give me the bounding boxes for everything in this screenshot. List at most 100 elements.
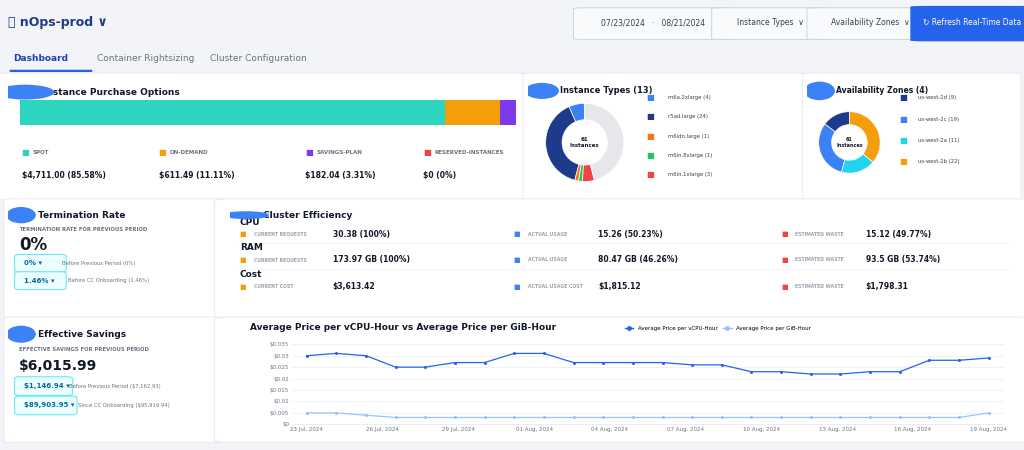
Text: us-west-2d (9): us-west-2d (9) [919, 95, 956, 100]
Text: Since CC Onboarding ($95,919.94): Since CC Onboarding ($95,919.94) [78, 403, 170, 408]
Bar [444, 100, 500, 125]
FancyBboxPatch shape [4, 317, 227, 442]
Text: m6in.8xlarge (1): m6in.8xlarge (1) [668, 153, 713, 158]
Text: EFFECTIVE SAVINGS FOR PREVIOUS PERIOD: EFFECTIVE SAVINGS FOR PREVIOUS PERIOD [19, 346, 148, 351]
FancyBboxPatch shape [807, 8, 933, 40]
Circle shape [7, 326, 35, 342]
Text: SAVINGS-PLAN: SAVINGS-PLAN [316, 150, 362, 155]
Text: CURRENT REQUESTS: CURRENT REQUESTS [254, 232, 307, 237]
Wedge shape [579, 165, 584, 181]
Circle shape [224, 212, 268, 218]
Text: Availability Zones  ∨: Availability Zones ∨ [830, 18, 909, 27]
Text: 0%: 0% [19, 236, 47, 254]
FancyBboxPatch shape [573, 8, 732, 40]
Text: CURRENT REQUESTS: CURRENT REQUESTS [254, 257, 307, 262]
Text: Availability Zones (4): Availability Zones (4) [837, 86, 929, 95]
Text: Container Rightsizing: Container Rightsizing [97, 54, 195, 63]
Text: ■: ■ [240, 256, 247, 263]
Text: us-west-2c (19): us-west-2c (19) [919, 117, 959, 122]
Text: ■: ■ [513, 284, 520, 290]
Text: us-west-2a (11): us-west-2a (11) [919, 138, 959, 143]
Text: ACTUAL USAGE COST: ACTUAL USAGE COST [527, 284, 583, 289]
Wedge shape [569, 104, 585, 122]
Text: Cluster Efficiency: Cluster Efficiency [263, 211, 353, 220]
Text: SPOT: SPOT [33, 150, 49, 155]
Text: 61
Instances: 61 Instances [570, 137, 599, 148]
Text: Dashboard: Dashboard [13, 54, 69, 63]
Text: Cost: Cost [240, 270, 262, 279]
Text: m6idn.large (1): m6idn.large (1) [668, 134, 710, 139]
Text: Instance Types (13): Instance Types (13) [559, 86, 652, 95]
Text: ■: ■ [899, 136, 907, 145]
FancyBboxPatch shape [4, 199, 227, 318]
Text: ■: ■ [899, 93, 907, 102]
Text: $1,815.12: $1,815.12 [598, 282, 641, 291]
Text: Termination Rate: Termination Rate [38, 211, 126, 220]
Text: m6a.2xlarge (4): m6a.2xlarge (4) [668, 95, 711, 100]
Wedge shape [850, 112, 880, 162]
Text: ■: ■ [513, 256, 520, 263]
FancyBboxPatch shape [14, 377, 73, 396]
Text: Before Previous Period (0%): Before Previous Period (0%) [61, 261, 135, 266]
Text: $1,798.31: $1,798.31 [866, 282, 908, 291]
Text: ESTIMATED WASTE: ESTIMATED WASTE [795, 232, 844, 237]
Text: Instance Types  ∨: Instance Types ∨ [737, 18, 804, 27]
Legend: Average Price per vCPU-Hour, Average Price per GiB-Hour: Average Price per vCPU-Hour, Average Pri… [623, 324, 813, 333]
Wedge shape [583, 164, 594, 181]
Wedge shape [842, 154, 872, 173]
Text: 07/23/2024   ·   08/21/2024: 07/23/2024 · 08/21/2024 [601, 18, 705, 27]
Text: $4,711.00 (85.58%): $4,711.00 (85.58%) [22, 171, 105, 180]
Text: 30.38 (100%): 30.38 (100%) [333, 230, 390, 239]
Text: Effective Savings: Effective Savings [38, 330, 126, 339]
Text: ■: ■ [899, 158, 907, 166]
FancyBboxPatch shape [14, 396, 77, 415]
Circle shape [7, 208, 35, 223]
FancyBboxPatch shape [712, 8, 829, 40]
Text: RESERVED-INSTANCES: RESERVED-INSTANCES [434, 150, 504, 155]
Text: 80.47 GB (46.26%): 80.47 GB (46.26%) [598, 255, 678, 264]
Wedge shape [574, 164, 582, 181]
Text: RAM: RAM [240, 243, 263, 252]
Text: $6,015.99: $6,015.99 [19, 359, 97, 373]
Text: 🔹 nOps-prod ∨: 🔹 nOps-prod ∨ [8, 16, 108, 29]
Circle shape [805, 82, 835, 99]
Text: 0% ▾: 0% ▾ [25, 261, 42, 266]
Text: $1,146.94 ▾: $1,146.94 ▾ [25, 383, 70, 389]
Text: $611.49 (11.11%): $611.49 (11.11%) [159, 171, 234, 180]
Text: $3,613.42: $3,613.42 [333, 282, 375, 291]
Text: ■: ■ [513, 231, 520, 238]
Text: ■: ■ [240, 231, 247, 238]
Text: ESTIMATED WASTE: ESTIMATED WASTE [795, 284, 844, 289]
Text: ↻ Refresh Real-Time Data: ↻ Refresh Real-Time Data [923, 18, 1021, 27]
FancyBboxPatch shape [0, 73, 530, 200]
Text: 1.46% ▾: 1.46% ▾ [25, 278, 55, 284]
FancyBboxPatch shape [215, 199, 1024, 318]
Text: 93.5 GB (53.74%): 93.5 GB (53.74%) [866, 255, 940, 264]
Bar [20, 100, 444, 125]
Text: ■: ■ [646, 132, 654, 141]
Text: $0 (0%): $0 (0%) [423, 171, 456, 180]
Circle shape [525, 84, 558, 98]
FancyBboxPatch shape [215, 317, 1024, 442]
Text: 15.26 (50.23%): 15.26 (50.23%) [598, 230, 664, 239]
Text: ■: ■ [646, 93, 654, 102]
Text: Average Price per vCPU-Hour vs Average Price per GiB-Hour: Average Price per vCPU-Hour vs Average P… [250, 323, 556, 332]
Text: TERMINATION RATE FOR PREVIOUS PERIOD: TERMINATION RATE FOR PREVIOUS PERIOD [19, 227, 147, 232]
FancyBboxPatch shape [523, 73, 805, 200]
Text: ■: ■ [646, 112, 654, 122]
Text: ■: ■ [899, 115, 907, 124]
Text: ■: ■ [305, 148, 313, 157]
Text: ■: ■ [646, 151, 654, 160]
FancyBboxPatch shape [14, 272, 67, 289]
Text: CURRENT COST: CURRENT COST [254, 284, 294, 289]
Text: 173.97 GB (100%): 173.97 GB (100%) [333, 255, 410, 264]
Text: ■: ■ [781, 284, 787, 290]
Wedge shape [585, 104, 624, 180]
Text: ■: ■ [781, 231, 787, 238]
FancyBboxPatch shape [14, 255, 67, 272]
Text: ACTUAL USAGE: ACTUAL USAGE [527, 232, 567, 237]
Text: Instance Purchase Options: Instance Purchase Options [43, 88, 180, 97]
Text: $89,903.95 ▾: $89,903.95 ▾ [25, 402, 75, 408]
Text: r5ad.large (24): r5ad.large (24) [668, 114, 709, 119]
Text: Before Previous Period ($7,162.93): Before Previous Period ($7,162.93) [70, 383, 161, 388]
